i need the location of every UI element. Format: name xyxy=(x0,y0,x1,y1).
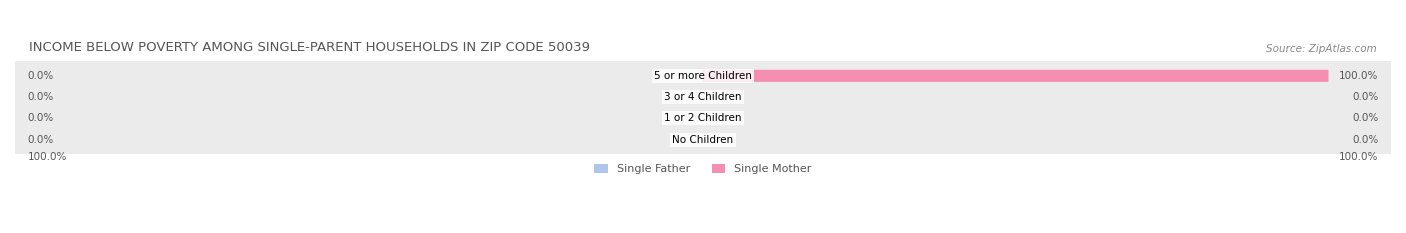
FancyBboxPatch shape xyxy=(703,70,1329,82)
Text: 0.0%: 0.0% xyxy=(28,113,53,123)
Text: INCOME BELOW POVERTY AMONG SINGLE-PARENT HOUSEHOLDS IN ZIP CODE 50039: INCOME BELOW POVERTY AMONG SINGLE-PARENT… xyxy=(28,41,589,54)
Text: 0.0%: 0.0% xyxy=(1353,92,1378,102)
FancyBboxPatch shape xyxy=(11,102,1395,135)
Text: 0.0%: 0.0% xyxy=(1353,135,1378,145)
Text: 3 or 4 Children: 3 or 4 Children xyxy=(664,92,742,102)
Text: 0.0%: 0.0% xyxy=(28,92,53,102)
FancyBboxPatch shape xyxy=(11,81,1395,113)
FancyBboxPatch shape xyxy=(11,59,1395,92)
Text: 1 or 2 Children: 1 or 2 Children xyxy=(664,113,742,123)
Text: 5 or more Children: 5 or more Children xyxy=(654,71,752,81)
Text: 100.0%: 100.0% xyxy=(1339,152,1378,162)
Text: 100.0%: 100.0% xyxy=(28,152,67,162)
Text: 0.0%: 0.0% xyxy=(28,135,53,145)
Text: 0.0%: 0.0% xyxy=(28,71,53,81)
Text: 0.0%: 0.0% xyxy=(1353,113,1378,123)
Text: 100.0%: 100.0% xyxy=(1339,71,1378,81)
Text: No Children: No Children xyxy=(672,135,734,145)
Legend: Single Father, Single Mother: Single Father, Single Mother xyxy=(591,160,815,179)
Text: Source: ZipAtlas.com: Source: ZipAtlas.com xyxy=(1267,44,1378,54)
FancyBboxPatch shape xyxy=(11,123,1395,156)
